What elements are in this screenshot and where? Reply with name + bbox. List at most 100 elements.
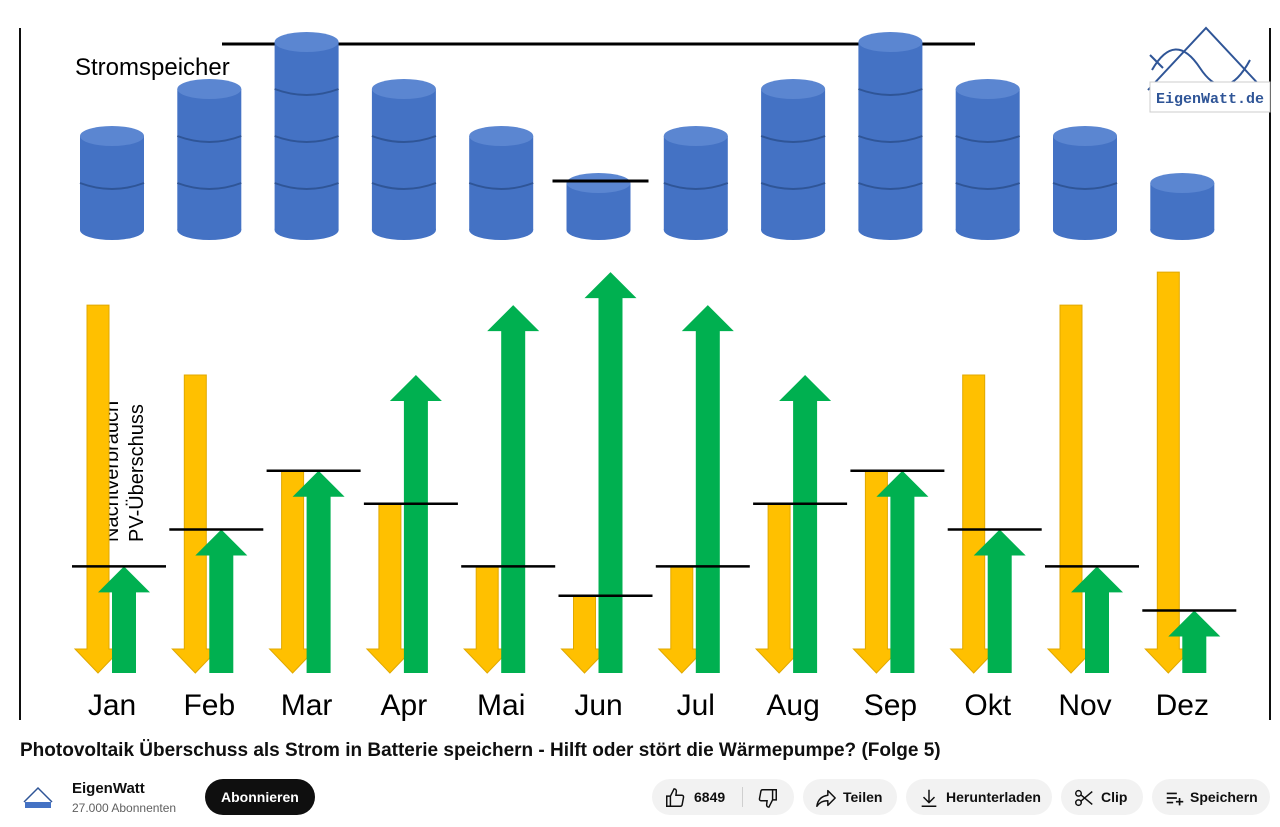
night-consumption-arrow (852, 470, 901, 674)
battery-segment-line (274, 182, 339, 190)
pv-surplus-arrow (292, 470, 345, 673)
battery-segment-line (663, 182, 729, 190)
save-button[interactable]: Speichern (1152, 779, 1270, 815)
like-dislike-group: 6849 (652, 779, 794, 815)
pv-surplus-arrow (1168, 610, 1221, 673)
battery-body (469, 136, 534, 230)
avatar-logo-icon (23, 786, 53, 808)
battery-segment-line (371, 182, 437, 190)
battery-bottom (1053, 220, 1117, 240)
night-consumption-arrow (657, 565, 706, 674)
clip-button[interactable]: Clip (1061, 779, 1143, 815)
battery-bottom (858, 220, 923, 240)
battery-top (80, 126, 144, 146)
dislike-button[interactable] (743, 779, 794, 815)
download-icon (921, 789, 937, 807)
battery-body (274, 42, 339, 230)
battery-top (1053, 126, 1117, 146)
channel-row: EigenWatt 27.000 Abonnenten Abonnieren 6… (0, 776, 1280, 820)
month-label: Apr (381, 689, 428, 722)
eigenwatt-logo: EigenWatt.de (1147, 26, 1271, 113)
battery-top (177, 79, 242, 99)
scissors-icon (1075, 789, 1093, 807)
battery-top (955, 79, 1020, 99)
battery-bottom (177, 220, 242, 240)
battery-segment-line (955, 135, 1021, 143)
thumbs-up-icon (666, 788, 685, 807)
battery-top (1150, 173, 1215, 193)
battery-bottom (80, 220, 144, 240)
battery-bottom (663, 220, 728, 240)
night-consumption-arrow (1046, 304, 1096, 674)
share-button[interactable]: Teilen (803, 779, 897, 815)
battery-body (761, 89, 826, 230)
video-player[interactable]: Stromspeicher Nachtverbrauch PV-Überschu… (0, 0, 1280, 728)
chart-title: Stromspeicher (75, 54, 230, 81)
pv-surplus-arrow (1071, 566, 1123, 673)
battery-segment-line (955, 182, 1021, 190)
clip-label: Clip (1101, 789, 1128, 805)
battery-segment-line (176, 182, 242, 190)
battery-body (80, 136, 144, 230)
night-consumption-arrow (365, 503, 415, 674)
month-label: Mar (281, 689, 333, 722)
battery-body (955, 89, 1020, 230)
battery-row (79, 32, 1215, 240)
battery-segment-line (760, 182, 826, 190)
month-label: Nov (1058, 689, 1111, 722)
battery-top (371, 79, 436, 99)
battery-bottom (371, 220, 436, 240)
pv-surplus-arrow (389, 375, 442, 673)
battery-body (663, 136, 728, 230)
month-label: Sep (864, 689, 917, 722)
download-button[interactable]: Herunterladen (906, 779, 1052, 815)
pv-surplus-arrow (973, 529, 1026, 673)
share-label: Teilen (843, 789, 883, 805)
video-title: Photovoltaik Überschuss als Strom in Bat… (20, 740, 941, 761)
night-consumption-arrow (949, 374, 998, 674)
pv-surplus-arrow (195, 529, 248, 673)
battery-top (663, 126, 728, 146)
battery-top (566, 173, 631, 193)
pv-surplus-arrow (98, 566, 150, 673)
battery-segment-line (274, 88, 339, 96)
arrow-series (72, 271, 1237, 674)
night-consumption-arrow (463, 565, 512, 674)
like-button[interactable]: 6849 (652, 779, 742, 815)
battery-segment-line (1052, 182, 1118, 190)
month-label: Okt (964, 689, 1011, 722)
battery-top (274, 32, 339, 52)
battery-body (177, 89, 242, 230)
battery-segment-line (274, 135, 339, 143)
share-arrow-icon (816, 789, 836, 807)
subscriber-count: 27.000 Abonnenten (72, 801, 177, 815)
pv-surplus-arrow (584, 272, 637, 673)
month-label: Aug (766, 689, 819, 722)
month-label: Jun (574, 689, 622, 722)
battery-segment-line (858, 182, 923, 190)
battery-bottom (566, 220, 631, 240)
chart: Stromspeicher Nachtverbrauch PV-Überschu… (19, 26, 1271, 722)
subscribe-button[interactable]: Abonnieren (205, 779, 315, 815)
playlist-add-icon (1166, 792, 1184, 806)
month-labels: Jan Feb Mar Apr Mai Jun Jul Aug Sep Okt Nov Dez (88, 689, 1209, 722)
thumbs-down-icon (758, 789, 777, 808)
battery-bottom (1150, 220, 1215, 240)
battery-segment-line (858, 135, 923, 143)
battery-bottom (761, 220, 826, 240)
battery-top (858, 32, 923, 52)
pv-surplus-arrow (876, 470, 929, 673)
month-label: Mai (477, 689, 525, 722)
download-label: Herunterladen (946, 789, 1041, 805)
night-consumption-arrow (171, 374, 220, 674)
channel-name[interactable]: EigenWatt (72, 780, 145, 797)
like-count: 6849 (694, 789, 726, 805)
battery-body (858, 42, 923, 230)
channel-avatar[interactable] (20, 780, 56, 816)
battery-segment-line (176, 135, 242, 143)
battery-segment-line (468, 182, 534, 190)
battery-body (1053, 136, 1117, 230)
battery-segment-line (79, 182, 145, 190)
month-label: Feb (183, 689, 235, 722)
save-label: Speichern (1190, 789, 1258, 805)
